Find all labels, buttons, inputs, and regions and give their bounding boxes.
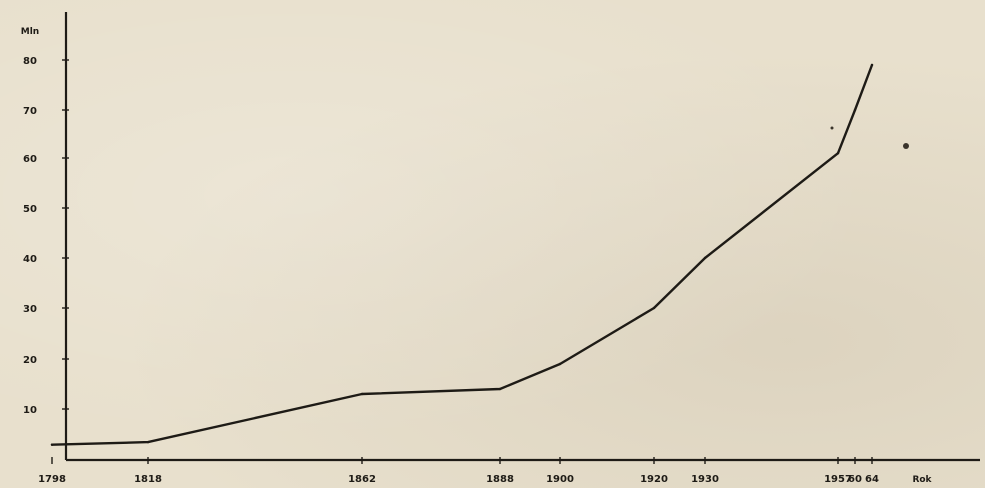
y-axis-unit-label: Mln <box>21 27 39 37</box>
tick-group <box>51 59 873 464</box>
data-point <box>652 306 656 310</box>
x-tick-label: 60 <box>848 474 862 485</box>
data-point <box>558 362 562 366</box>
y-tick-label: 40 <box>23 254 37 265</box>
y-tick-label: 50 <box>23 204 37 215</box>
x-tick-label: 1957 <box>824 474 852 485</box>
y-tick-label: 60 <box>23 154 37 165</box>
x-tick-label: 1862 <box>348 474 376 485</box>
x-tick-label: 64 <box>865 474 879 485</box>
y-tick-label: 20 <box>23 355 37 366</box>
series-line <box>50 63 874 446</box>
data-point <box>853 108 857 112</box>
axes <box>64 12 980 462</box>
y-tick-label: 10 <box>23 405 37 416</box>
data-point <box>703 256 707 260</box>
x-tick-label: 1900 <box>546 474 574 485</box>
data-point <box>50 443 54 446</box>
data-point <box>360 392 364 396</box>
x-tick-label: 1798 <box>38 474 66 485</box>
data-point <box>836 152 840 155</box>
x-axis-unit-label: Rok <box>912 475 932 485</box>
data-point <box>870 63 874 67</box>
paper-speck <box>830 126 834 130</box>
y-tick-label: 80 <box>23 56 37 67</box>
x-tick-label: 1888 <box>486 474 514 485</box>
data-point <box>146 440 150 444</box>
x-tick-label: 1818 <box>134 474 162 485</box>
series-group <box>50 63 874 446</box>
paper-speck <box>903 143 909 149</box>
y-tick-label: 70 <box>23 106 37 117</box>
tick-label-group: 10 20 30 40 50 60 70 80 1798 1818 1862 1888 1900 1920… <box>23 56 879 485</box>
data-point <box>498 387 502 391</box>
y-tick-label: 30 <box>23 304 37 315</box>
x-tick-label: 1920 <box>640 474 668 485</box>
x-tick-label: 1930 <box>691 474 719 485</box>
